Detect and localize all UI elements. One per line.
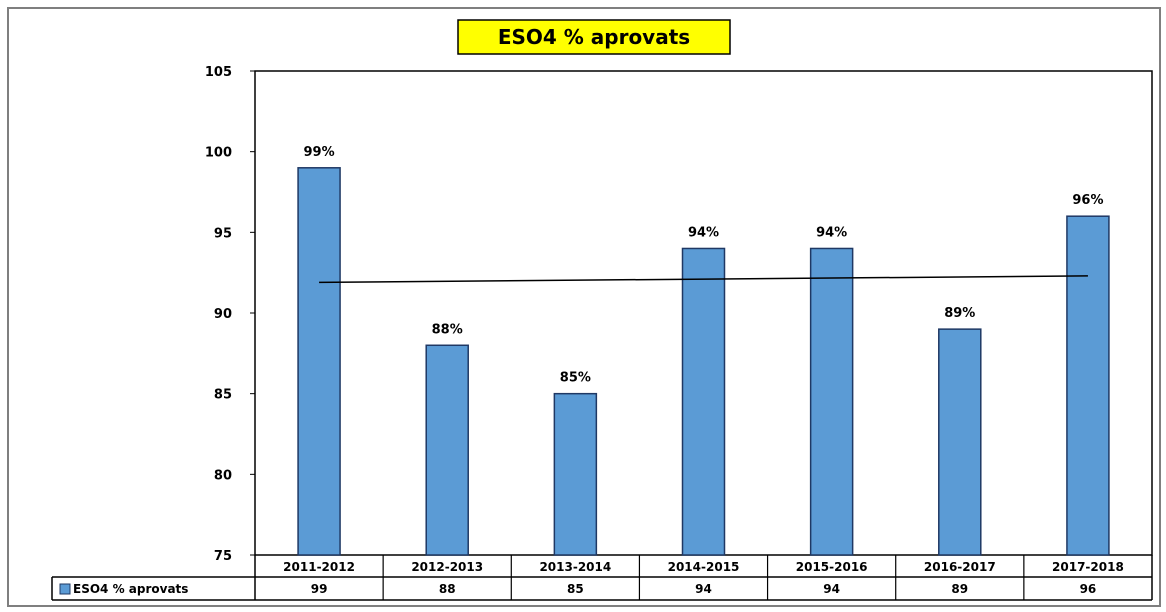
- legend-label: ESO4 % aprovats: [73, 582, 188, 596]
- bar: [809, 247, 854, 556]
- trend-line: [319, 275, 1088, 284]
- bar-data-label: 99%: [304, 145, 335, 160]
- table-value: 94: [695, 582, 712, 596]
- x-tick-label: 2015-2016: [796, 560, 868, 574]
- table-value: 88: [439, 582, 456, 596]
- bar: [938, 328, 982, 556]
- bar: [553, 392, 598, 556]
- bar: [1066, 215, 1110, 556]
- x-tick-label: 2013-2014: [539, 560, 611, 574]
- y-tick-label: 95: [214, 226, 232, 241]
- bar-data-label: 94%: [688, 225, 719, 240]
- y-tick-label: 75: [214, 549, 232, 564]
- x-tick-label: 2011-2012: [283, 560, 355, 574]
- bar-data-label: 88%: [432, 322, 463, 337]
- x-tick-label: 2017-2018: [1052, 560, 1124, 574]
- bar-data-label: 94%: [816, 225, 847, 240]
- y-tick-label: 100: [205, 146, 232, 161]
- x-tick-label: 2014-2015: [668, 560, 740, 574]
- bars: [297, 167, 1110, 556]
- y-tick-label: 105: [205, 65, 232, 80]
- y-tick-label: 90: [214, 307, 232, 322]
- table-value: 94: [823, 582, 840, 596]
- x-tick-label: 2016-2017: [924, 560, 996, 574]
- table-value: 85: [567, 582, 584, 596]
- bar: [681, 247, 726, 556]
- data-table: 2011-2012 99 2012-2013 88 2013-2014 85 2014-20…: [283, 560, 1124, 596]
- x-tick-label: 2012-2013: [411, 560, 483, 574]
- bar-data-label: 85%: [560, 371, 591, 386]
- y-tick-label: 80: [214, 468, 232, 483]
- table-value: 96: [1080, 582, 1097, 596]
- y-axis: 105 100 95 90 85 80 75: [205, 65, 255, 564]
- bar-data-label: 96%: [1072, 193, 1103, 208]
- data-table-grid: [51, 555, 1153, 601]
- table-value: 89: [951, 582, 968, 596]
- legend: ESO4 % aprovats: [59, 582, 188, 596]
- legend-swatch: [59, 583, 71, 595]
- bar: [297, 167, 341, 556]
- y-tick-label: 85: [214, 388, 232, 403]
- bar: [425, 344, 469, 556]
- data-labels: 99% 88% 85% 94% 94% 89% 96%: [304, 145, 1104, 386]
- chart-title: ESO4 % aprovats: [498, 25, 690, 49]
- table-value: 99: [311, 582, 328, 596]
- bar-data-label: 89%: [944, 306, 975, 321]
- title-box: [457, 19, 731, 55]
